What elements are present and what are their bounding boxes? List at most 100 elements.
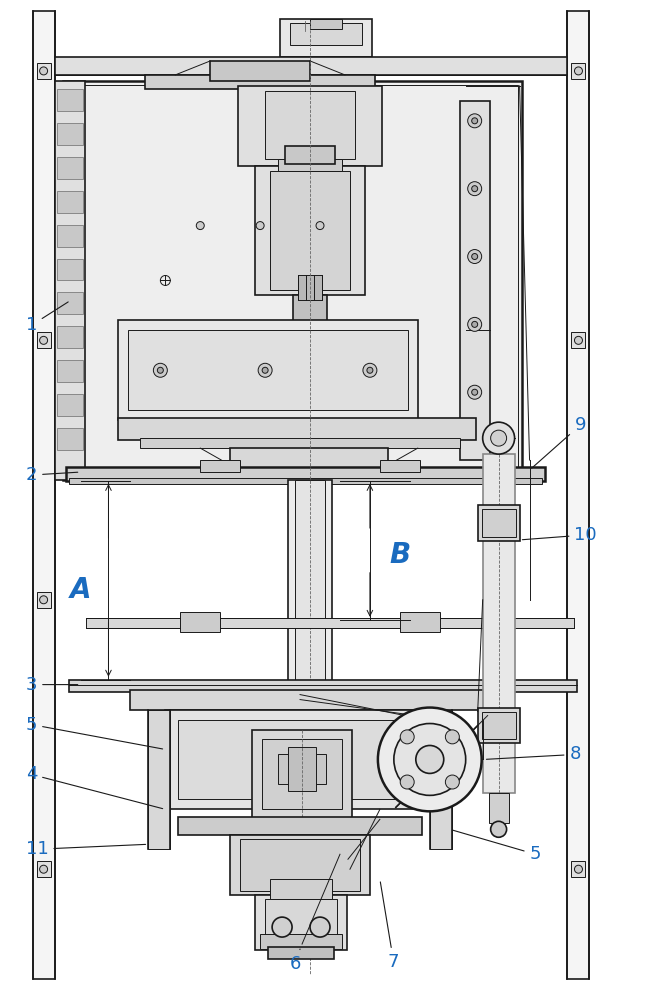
Text: 10: 10 [522,526,597,544]
Bar [210,61,310,81]
Bar [57,191,83,213]
Bar [37,332,51,348]
Bar [482,509,516,537]
Bar [252,730,352,819]
Bar [460,101,490,460]
Bar [57,259,83,280]
Circle shape [467,114,482,128]
Circle shape [574,67,582,75]
Circle shape [445,730,460,744]
Bar [145,75,375,89]
Circle shape [491,430,507,446]
Bar [37,63,51,79]
Circle shape [482,422,514,454]
Bar [270,879,332,899]
Bar [57,326,83,348]
Bar [55,57,567,75]
Circle shape [400,730,414,744]
Bar [57,123,83,145]
Bar [55,81,85,480]
Bar [140,438,460,448]
Bar [255,166,365,295]
Bar [67,85,518,476]
Bar [278,754,326,784]
Circle shape [467,317,482,331]
Bar [260,934,342,949]
Bar [181,612,220,632]
Bar [488,793,509,823]
Text: 11: 11 [25,840,145,858]
Bar [478,505,520,541]
Bar [200,460,240,472]
Circle shape [310,917,330,937]
Bar [57,360,83,382]
Bar [293,295,327,325]
Bar [255,895,347,950]
Bar [119,418,476,440]
Bar [57,428,83,450]
Bar [482,712,516,739]
Text: 6: 6 [290,949,301,973]
Circle shape [394,724,466,795]
Text: 3: 3 [25,676,78,694]
Bar [57,292,83,314]
Bar [230,448,388,468]
Circle shape [471,186,478,192]
Circle shape [363,363,377,377]
Bar [482,454,514,793]
Bar [238,86,382,166]
Circle shape [416,745,444,773]
Bar [310,19,342,29]
Circle shape [471,254,478,260]
Bar [166,710,435,809]
Circle shape [467,385,482,399]
Bar [230,835,370,895]
Circle shape [258,363,272,377]
Bar [57,394,83,416]
Bar [285,146,335,164]
Bar [57,225,83,247]
Circle shape [272,917,292,937]
Circle shape [367,367,373,373]
Bar [278,159,342,171]
Text: 9: 9 [531,416,586,468]
Circle shape [256,222,264,230]
Bar [57,157,83,179]
Bar [57,89,83,111]
Circle shape [467,182,482,196]
Bar [265,899,337,947]
Text: 4: 4 [25,765,162,809]
Bar [430,710,452,849]
Text: 8: 8 [486,745,581,763]
Bar [571,861,585,877]
Bar [478,708,520,743]
Bar [270,171,350,290]
Bar [63,81,522,480]
Circle shape [153,363,168,377]
Bar [280,19,372,57]
Text: 1: 1 [25,302,68,334]
Bar [298,275,322,300]
Circle shape [262,367,268,373]
Bar [178,817,422,835]
Bar [290,23,362,45]
Circle shape [40,336,48,344]
Bar [288,747,316,791]
Text: 5: 5 [452,830,541,863]
Bar [37,861,51,877]
Bar [295,480,325,939]
Bar [85,618,574,628]
Circle shape [574,336,582,344]
Circle shape [574,865,582,873]
Bar [567,11,589,979]
Circle shape [40,596,48,604]
Bar [288,480,332,939]
Bar [178,720,422,799]
Bar [119,320,418,420]
Text: A: A [70,576,91,604]
Bar [571,63,585,79]
Circle shape [491,821,507,837]
Bar [380,460,420,472]
Circle shape [471,118,478,124]
Bar [66,467,544,481]
